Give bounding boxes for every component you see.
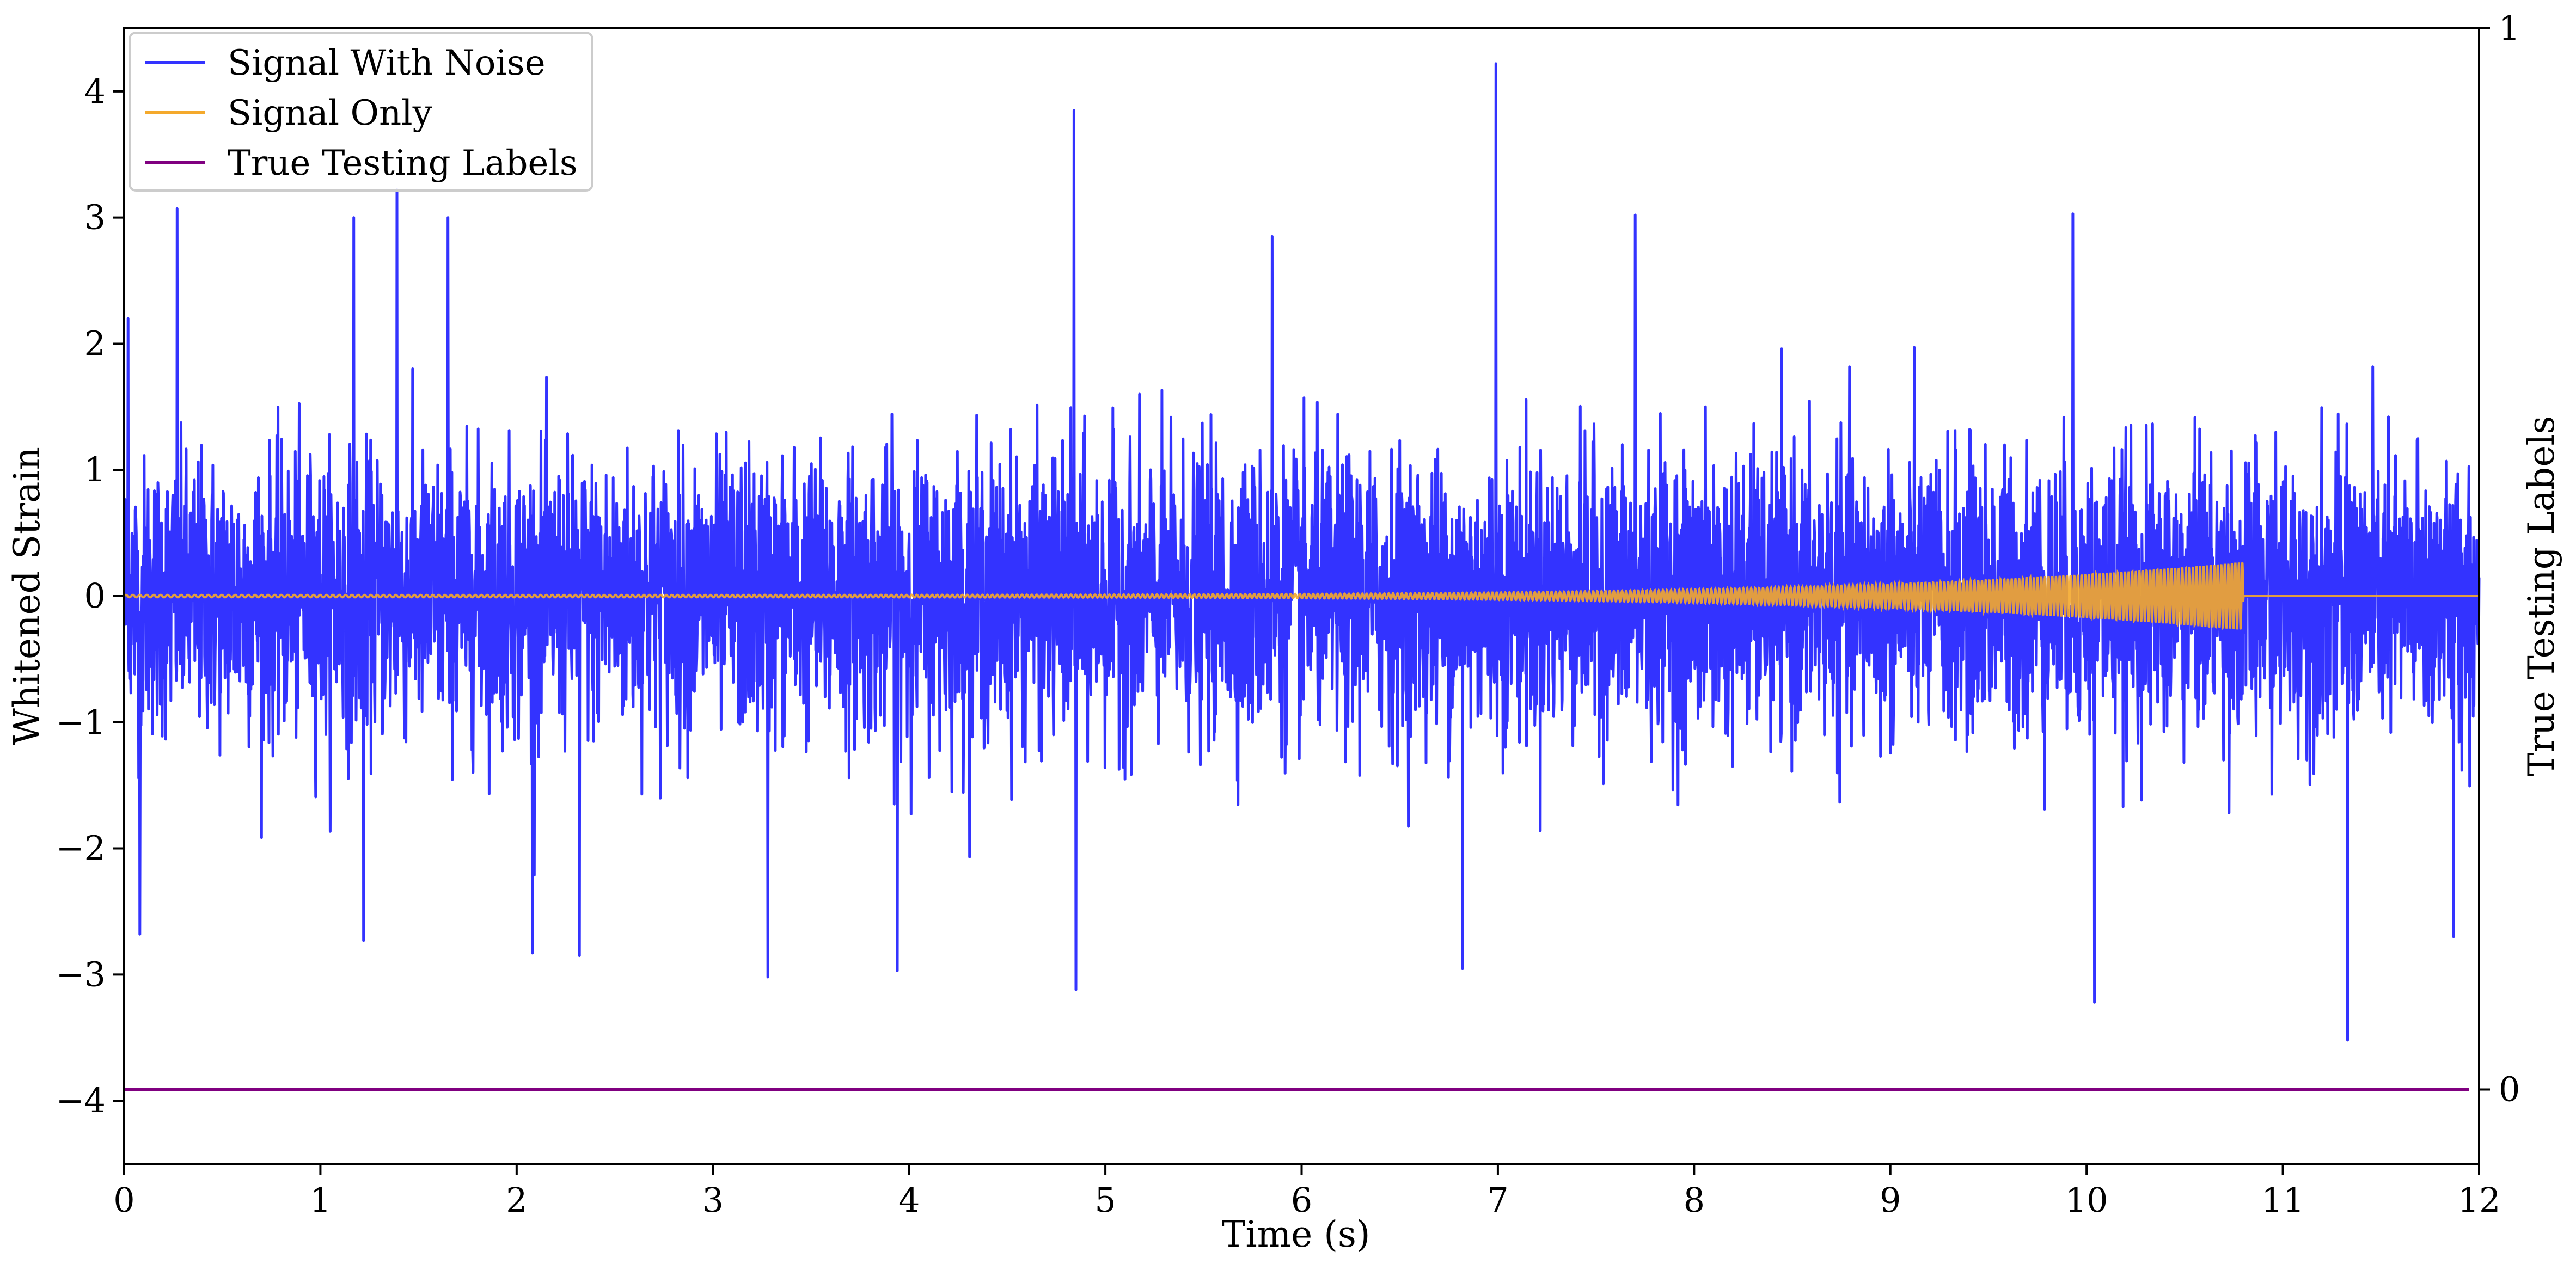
x-tick-label: 7 [1487,1180,1508,1220]
series-signal-only-line [123,562,2479,630]
x-tick-label: 2 [506,1180,527,1220]
x-tick-label: 0 [113,1180,134,1220]
y-axis-title: Whitened Strain [6,447,48,745]
x-tick-label: 9 [1880,1180,1901,1220]
x-tick-label: 10 [2065,1180,2108,1220]
series-signal-with-noise-line [123,62,2481,1042]
x-tick-label: 4 [898,1180,920,1220]
legend-box [129,32,593,192]
x-tick-label: 5 [1094,1180,1116,1220]
y-tick-label: −1 [56,702,106,742]
y-tick-label: 4 [84,71,106,111]
x-tick-label: 3 [702,1180,724,1220]
legend: Signal With Noise Signal Only True Testing… [129,32,593,192]
y-tick-label: 2 [84,323,106,363]
y-tick-label: 3 [84,198,106,237]
x-tick-label: 8 [1684,1180,1705,1220]
y2-tick-label: 0 [2499,1070,2520,1109]
y2-axis-title: True Testing Labels [2520,416,2562,777]
y-tick-label: −4 [56,1081,106,1120]
x-tick-label: 6 [1291,1180,1312,1220]
y-tick-label: −2 [56,829,106,868]
x-tick-label: 12 [2458,1180,2501,1220]
y-tick-label: −3 [56,954,106,994]
legend-label: True Testing Labels [228,143,578,183]
x-axis-title: Time (s) [1221,1213,1370,1255]
y-tick-label: 1 [84,450,106,489]
x-tick-label: 11 [2261,1180,2304,1220]
legend-label: Signal Only [228,93,432,133]
x-tick-label: 1 [310,1180,331,1220]
y2-tick-label: 1 [2499,8,2520,48]
legend-label: Signal With Noise [228,43,546,83]
plot-area [123,62,2481,1091]
y-tick-label: 0 [84,576,106,616]
